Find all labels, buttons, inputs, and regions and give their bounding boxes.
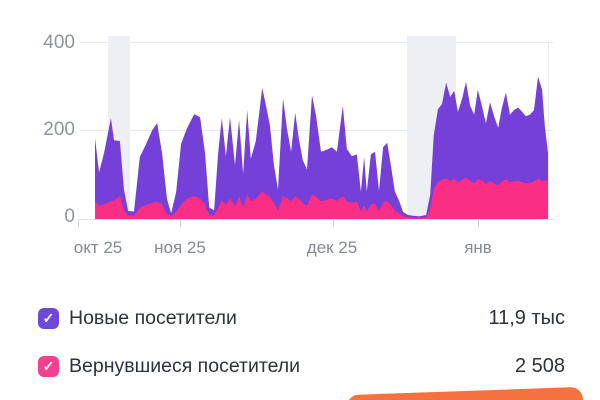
legend-row-new-visitors: ✓ Новые посетители 11,9 тыс [38, 301, 565, 335]
x-axis-label-jan: янв [464, 238, 492, 257]
x-axis-label-nov: ноя 25 [154, 238, 206, 257]
plot-right-edge-line [548, 42, 549, 219]
returning-visitors-label: Вернувшиеся посетители [69, 354, 301, 377]
check-icon: ✓ [42, 358, 55, 374]
x-tick-1 [78, 220, 79, 227]
returning-visitors-value: 2 508 [514, 354, 565, 377]
gridline-400 [80, 42, 553, 43]
x-axis-label-oct: окт 25 [73, 238, 123, 257]
x-axis-label-dec: дек 25 [306, 238, 358, 257]
x-tick-4 [478, 220, 479, 227]
next-widget-orange-peek [346, 386, 584, 400]
check-icon: ✓ [42, 310, 55, 326]
x-tick-3 [333, 220, 334, 227]
legend-row-returning-visitors: ✓ Вернувшиеся посетители 2 508 [38, 349, 565, 383]
new-visitors-area [95, 76, 548, 219]
y-axis-label-200: 200 [43, 119, 75, 140]
new-visitors-checkbox[interactable]: ✓ [38, 307, 59, 329]
x-axis-line [78, 219, 554, 220]
returning-visitors-area [95, 177, 548, 219]
x-tick-2 [180, 220, 181, 227]
new-visitors-value: 11,9 тыс [488, 306, 565, 329]
new-visitors-label: Новые посетители [69, 306, 237, 329]
y-axis-label-400: 400 [43, 32, 75, 53]
visitors-area-chart[interactable] [95, 36, 548, 219]
y-axis-label-0: 0 [64, 206, 75, 227]
returning-visitors-checkbox[interactable]: ✓ [38, 355, 59, 377]
